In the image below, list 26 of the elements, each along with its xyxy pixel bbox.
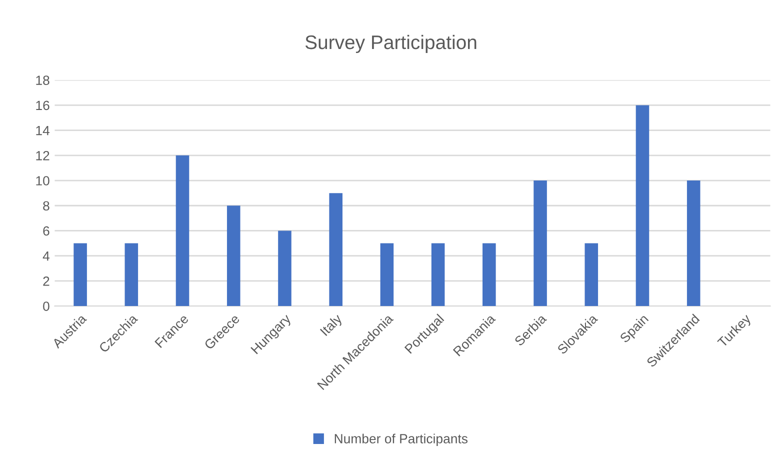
y-tick-label: 6 xyxy=(43,226,50,236)
y-tick-label: 0 xyxy=(43,302,50,311)
y-tick-label: 2 xyxy=(43,276,50,286)
bar xyxy=(584,243,598,306)
y-tick-label: 18 xyxy=(36,76,50,86)
y-tick-label: 4 xyxy=(42,252,50,261)
y-tick-label: 10 xyxy=(36,176,50,186)
y-tick-label: 8 xyxy=(43,201,50,211)
bar xyxy=(176,155,190,306)
bar xyxy=(278,230,292,306)
bar xyxy=(686,180,700,306)
y-tick-label: 14 xyxy=(36,126,50,136)
bar xyxy=(431,243,445,306)
bar xyxy=(329,193,342,306)
bar xyxy=(636,105,650,306)
bar xyxy=(124,243,138,306)
bar xyxy=(226,206,240,306)
bar xyxy=(482,243,496,306)
bar xyxy=(74,243,87,306)
chart-title: Survey Participation xyxy=(305,34,476,54)
bar xyxy=(380,243,394,306)
legend-label: Number of Participants xyxy=(334,434,468,446)
y-tick-label: 16 xyxy=(36,100,50,110)
x-tick-label: Italy xyxy=(320,313,345,338)
y-tick-label: 12 xyxy=(36,150,50,160)
bar xyxy=(534,180,547,306)
